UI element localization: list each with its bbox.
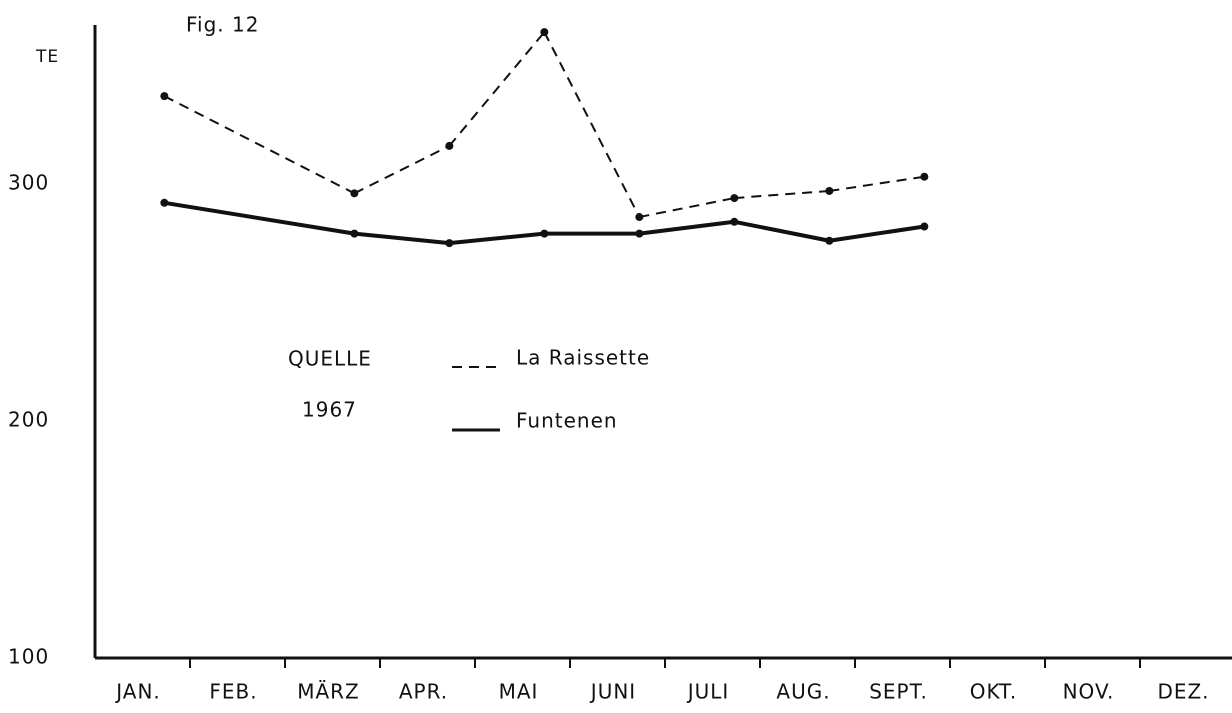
data-point — [160, 198, 169, 207]
data-point — [635, 229, 644, 238]
x-tick-label: SEPT. — [869, 680, 928, 704]
line-segment — [543, 31, 641, 218]
line-segment — [448, 31, 546, 147]
x-tick-label: JULI — [686, 680, 730, 704]
x-tick-label: AUG. — [776, 680, 830, 704]
data-point — [445, 141, 454, 150]
line-segment — [449, 231, 545, 246]
line-segment — [164, 200, 355, 236]
data-point — [920, 222, 929, 231]
data-point — [445, 239, 454, 248]
line-segment — [829, 224, 925, 243]
annotation: 1967 — [302, 398, 357, 422]
data-point — [730, 217, 739, 226]
data-point — [160, 92, 169, 101]
x-tick-label: MÄRZ — [297, 680, 360, 704]
x-tick-label: FEB. — [209, 680, 257, 704]
x-tick-label: MAI — [499, 680, 539, 704]
x-tick-label: NOV. — [1063, 680, 1115, 704]
y-tick-label: 100 — [8, 645, 49, 669]
chart-title: Fig. 12 — [186, 13, 259, 37]
y-axis-label: TE — [35, 47, 59, 67]
x-tick-label: APR. — [399, 680, 448, 704]
line-segment — [829, 175, 925, 192]
legend-label: Funtenen — [516, 409, 618, 433]
line-segment — [639, 197, 735, 219]
data-point — [540, 28, 549, 37]
annotation: QUELLE — [288, 347, 372, 371]
line-segment — [163, 95, 355, 195]
data-point — [920, 172, 929, 181]
line-segment — [353, 145, 450, 195]
data-point — [730, 194, 739, 203]
x-tick-label: JAN. — [114, 680, 161, 704]
line-segment — [733, 219, 830, 243]
line-segment — [354, 231, 450, 246]
data-point — [350, 229, 359, 238]
x-tick-label: DEZ. — [1157, 680, 1209, 704]
x-tick-label: JUNI — [589, 680, 636, 704]
data-point — [825, 186, 834, 195]
data-point — [540, 229, 549, 238]
y-tick-label: 200 — [8, 407, 49, 431]
data-point — [825, 236, 834, 245]
line-segment — [639, 219, 735, 236]
x-tick-label: OKT. — [970, 680, 1018, 704]
legend-label: La Raissette — [516, 346, 650, 370]
data-point — [635, 213, 644, 222]
line-segment — [734, 189, 830, 200]
data-point — [350, 189, 359, 198]
y-tick-label: 300 — [8, 170, 49, 194]
